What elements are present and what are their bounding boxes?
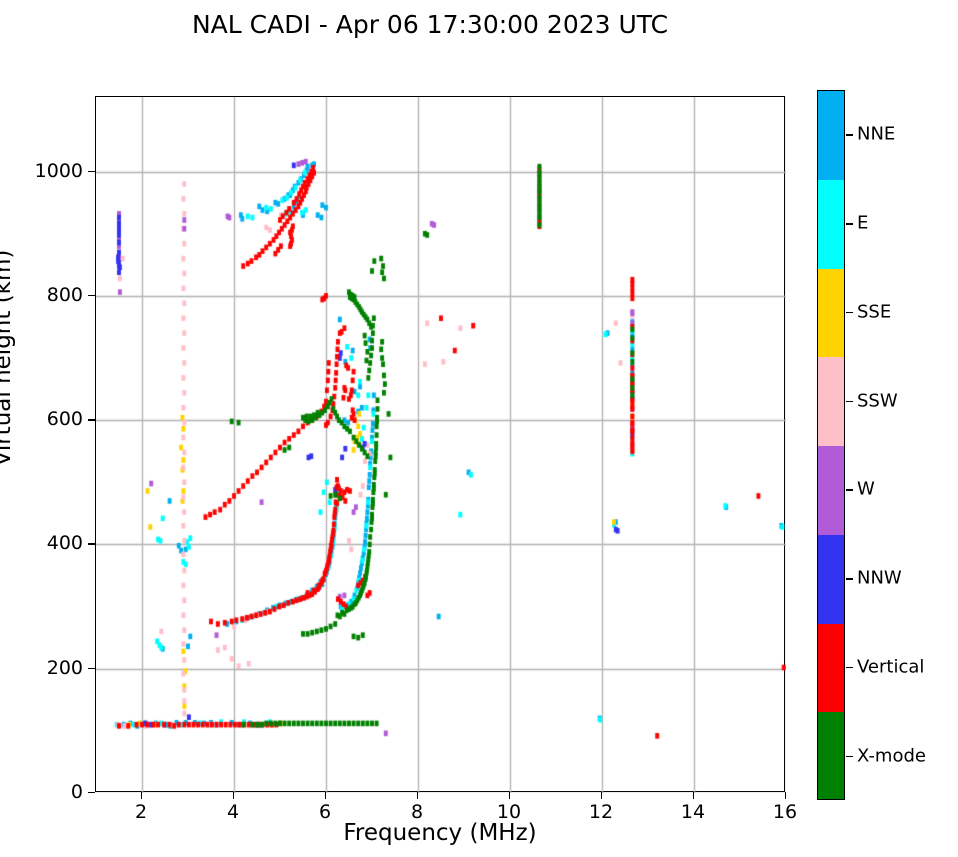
colorbar-tick (846, 400, 853, 403)
y-tick-mark (88, 667, 95, 670)
colorbar-tick (846, 755, 853, 758)
colorbar-label-nnw: NNW (857, 567, 902, 589)
colorbar-label-x-mode: X-mode (857, 745, 926, 767)
x-tick-mark (693, 792, 695, 799)
y-tick-label: 400 (46, 532, 83, 555)
x-tick-label: 8 (410, 801, 424, 823)
x-tick-label: 6 (318, 801, 332, 823)
colorbar-segment-w (818, 446, 844, 535)
x-axis-label: Frequency (MHz) (343, 820, 537, 846)
x-tick-mark (141, 792, 143, 799)
x-tick-label: 2 (134, 801, 148, 823)
colorbar-tick (846, 578, 853, 580)
y-tick-label: 0 (70, 781, 83, 803)
x-tick-label: 14 (680, 801, 706, 823)
y-tick-label: 1000 (34, 159, 83, 182)
y-tick-label: 600 (46, 408, 83, 431)
y-tick-mark (88, 294, 95, 297)
colorbar-tick (846, 311, 853, 314)
y-axis-label: Virtual height (km) (0, 249, 16, 467)
colorbar-segment-nne (818, 91, 844, 180)
colorbar-label-w: W (857, 478, 875, 500)
colorbar-label-e: E (857, 212, 869, 234)
x-tick-mark (509, 792, 511, 799)
x-tick-label: 12 (588, 801, 614, 823)
colorbar-segment-e (818, 179, 844, 269)
colorbar-label-sse: SSE (857, 301, 892, 323)
x-tick-mark (325, 792, 327, 799)
y-tick-mark (88, 543, 95, 545)
y-tick-mark (88, 792, 95, 794)
x-tick-mark (233, 792, 235, 799)
colorbar-tick (846, 134, 853, 136)
x-tick-mark (785, 792, 787, 799)
colorbar-segment-vertical (818, 623, 844, 713)
x-tick-mark (417, 792, 419, 799)
page-title: NAL CADI - Apr 06 17:30:00 2023 UTC (191, 10, 669, 39)
colorbar-segment-ssw (818, 357, 844, 446)
colorbar-segment-nnw (818, 534, 844, 624)
colorbar-tick (846, 223, 853, 225)
ionogram-plot-area (95, 96, 786, 793)
colorbar-segment-sse (818, 268, 844, 358)
y-tick-mark (88, 419, 95, 421)
x-tick-mark (601, 792, 603, 799)
colorbar-tick (846, 666, 853, 669)
x-tick-label: 16 (772, 801, 798, 823)
scatter-canvas (96, 97, 786, 793)
colorbar-tick (846, 489, 853, 491)
colorbar-label-vertical: Vertical (857, 656, 925, 678)
colorbar-segment-x-mode (818, 712, 844, 799)
colorbar-label-ssw: SSW (857, 390, 898, 412)
x-tick-label: 10 (496, 801, 522, 823)
colorbar (817, 90, 845, 800)
y-tick-label: 200 (46, 656, 83, 679)
y-tick-label: 800 (46, 283, 83, 306)
x-tick-label: 4 (226, 801, 240, 823)
colorbar-label-nne: NNE (857, 123, 896, 145)
y-tick-mark (88, 170, 95, 172)
